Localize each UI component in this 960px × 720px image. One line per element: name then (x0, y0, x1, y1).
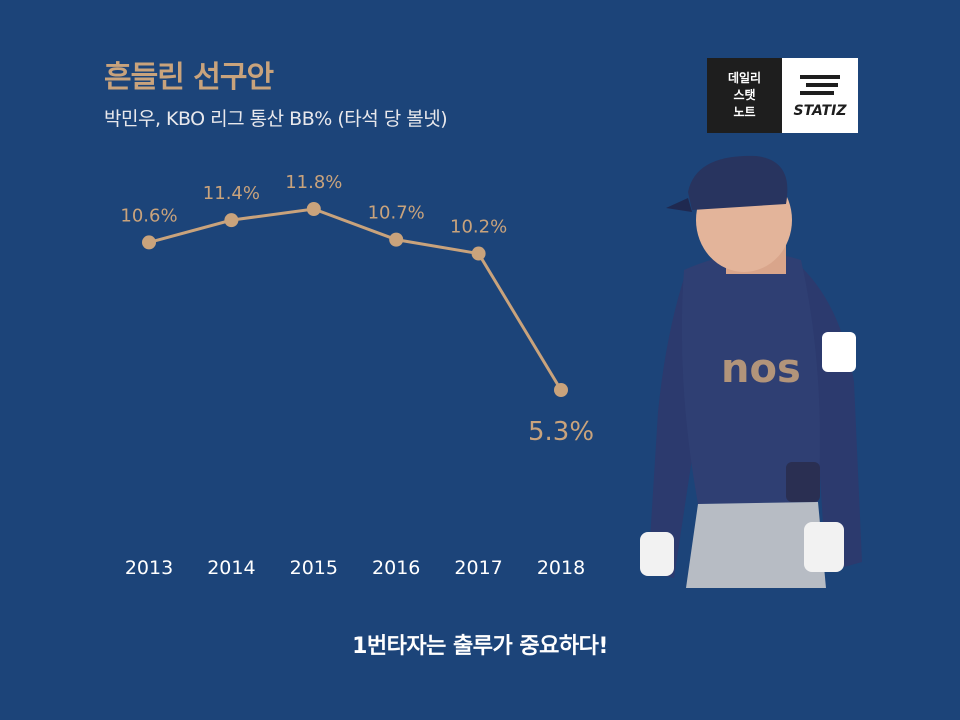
data-point-2015 (306, 202, 321, 216)
player-photo: nos (640, 155, 862, 588)
data-label-2014: 11.4% (203, 183, 260, 204)
data-label-2018: 5.3% (528, 417, 594, 447)
x-tick-label-2015: 2015 (290, 557, 338, 579)
data-point-2017 (471, 246, 486, 261)
data-label-2015: 11.8% (285, 172, 342, 193)
statiz-wordmark: STATIZ (793, 102, 847, 119)
x-tick-label-2018: 2018 (537, 557, 585, 579)
logo-line-2: 스탯 (733, 88, 756, 102)
data-label-2016: 10.7% (368, 203, 425, 224)
logo-line-1: 데일리 (727, 71, 762, 85)
x-tick-label-2016: 2016 (372, 557, 420, 579)
data-point-2014 (224, 213, 239, 228)
data-point-2018 (554, 383, 568, 397)
daily-stat-note-badge: 데일리 스탯 노트 (707, 58, 782, 133)
x-tick-label-2017: 2017 (454, 557, 502, 579)
statiz-stripes-icon (800, 74, 840, 95)
chart-subtitle: 박민우, KBO 리그 통산 BB% (타석 당 볼넷) (104, 108, 448, 130)
x-tick-label-2013: 2013 (125, 557, 173, 579)
bb-percent-series-line (148, 207, 563, 391)
footer-caption: 1번타자는 출루가 중요하다! (352, 634, 608, 659)
x-tick-label-2014: 2014 (207, 557, 255, 579)
statiz-logo: STATIZ (782, 58, 858, 133)
bb-percent-line-chart: 10.6% 2013 11.4% 2014 11.8% 2015 10.7% 2016 10.2… (120, 172, 594, 579)
data-point-2016 (389, 232, 404, 247)
svg-text:nos: nos (721, 346, 801, 392)
data-label-2013: 10.6% (120, 205, 177, 226)
daily-stat-note-logo: 데일리 스탯 노트 STATIZ (707, 58, 858, 133)
chart-title: 흔들린 선구안 (104, 60, 274, 95)
data-point-2013 (142, 235, 156, 250)
data-label-2017: 10.2% (450, 217, 507, 238)
logo-line-3: 노트 (733, 105, 756, 119)
